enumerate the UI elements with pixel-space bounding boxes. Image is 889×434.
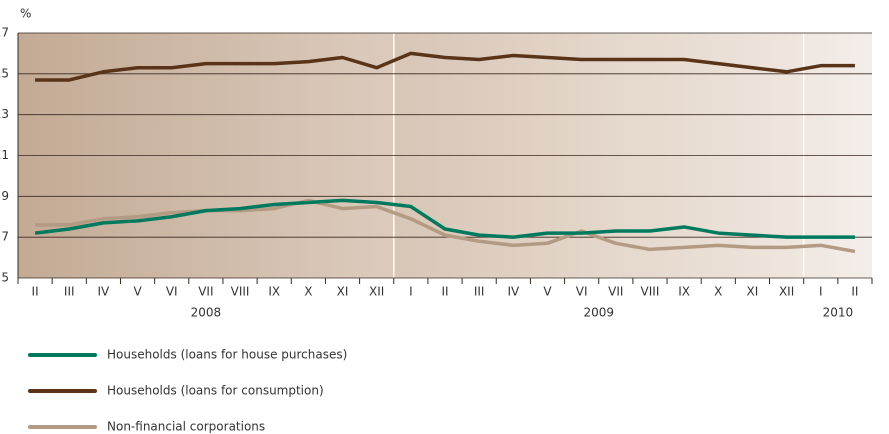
- year-label: 2009: [583, 306, 614, 320]
- x-tick-label: I: [819, 285, 823, 299]
- x-tick-label: XI: [337, 285, 349, 299]
- series-line: [35, 51, 855, 82]
- x-tick-label: V: [543, 285, 552, 299]
- x-tick-label: VI: [576, 285, 588, 299]
- x-tick-label: II: [32, 285, 39, 299]
- x-tick-label: XI: [747, 285, 759, 299]
- y-unit: %: [20, 7, 31, 21]
- x-tick-label: II: [441, 285, 448, 299]
- x-tick-label: IV: [507, 285, 520, 299]
- x-tick-label: IX: [268, 285, 280, 299]
- series-line: [35, 198, 856, 254]
- x-tick-label: II: [851, 285, 858, 299]
- year-label: 2008: [191, 306, 222, 320]
- y-tick-label: 7: [1, 230, 9, 244]
- x-tick-label: III: [64, 285, 75, 299]
- y-tick-label: 11: [0, 148, 9, 162]
- x-tick-label: XII: [369, 285, 384, 299]
- y-tick-label: 17: [0, 26, 9, 40]
- legend-label: Households (loans for house purchases): [107, 348, 347, 362]
- x-tick-label: VII: [198, 285, 213, 299]
- x-tick-label: III: [474, 285, 485, 299]
- x-tick-label: VIII: [641, 285, 660, 299]
- y-tick-label: 13: [0, 107, 9, 121]
- x-tick-label: VII: [608, 285, 623, 299]
- x-tick-label: VI: [166, 285, 178, 299]
- x-tick-label: X: [304, 285, 312, 299]
- x-tick-label: IV: [98, 285, 111, 299]
- x-tick-label: X: [714, 285, 722, 299]
- legend-label: Households (loans for consumption): [107, 384, 324, 398]
- legend-label: Non-financial corporations: [107, 420, 265, 434]
- x-tick-label: I: [409, 285, 413, 299]
- series-line: [34, 198, 855, 239]
- y-tick-label: 9: [1, 189, 9, 203]
- y-tick-label: 5: [1, 271, 9, 285]
- y-tick-label: 15: [0, 66, 9, 80]
- x-tick-label: V: [133, 285, 142, 299]
- x-tick-label: VIII: [231, 285, 250, 299]
- x-tick-label: IX: [678, 285, 690, 299]
- x-tick-label: XII: [779, 285, 794, 299]
- year-label: 2010: [823, 306, 854, 320]
